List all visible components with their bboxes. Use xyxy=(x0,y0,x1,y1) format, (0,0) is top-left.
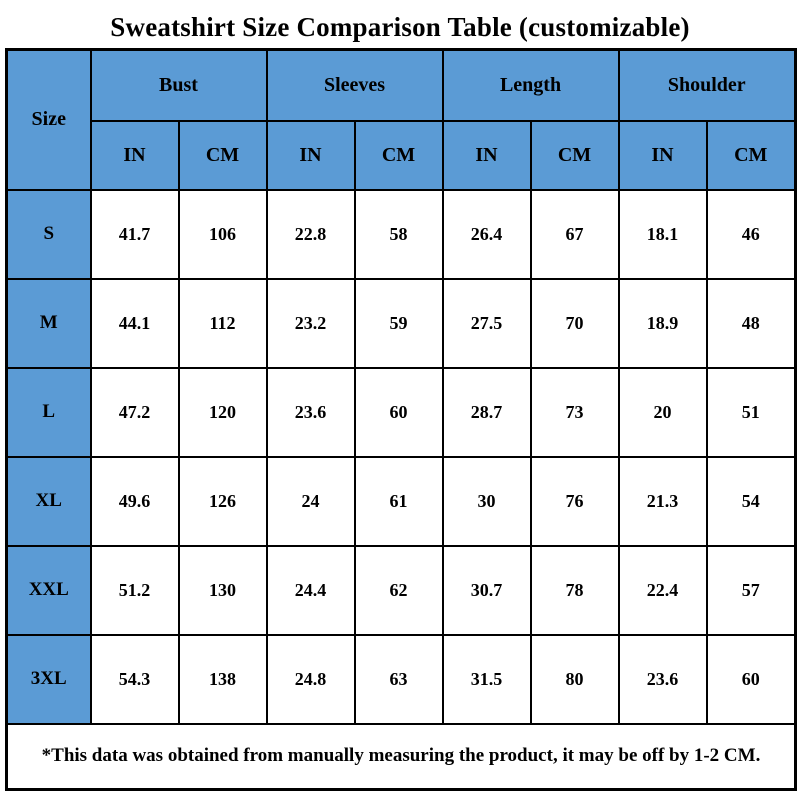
table-row-m: M 44.1 112 23.2 59 27.5 70 18.9 48 xyxy=(5,277,797,369)
unit-header-sleeves-cm: CM xyxy=(353,119,444,191)
cell-bust-in: 41.7 xyxy=(89,188,180,280)
size-comparison-table: Size Bust Sleeves Length Shoulder IN CM … xyxy=(5,48,797,791)
cell-bust-in: 51.2 xyxy=(89,544,180,636)
table-row-l: L 47.2 120 23.6 60 28.7 73 20 51 xyxy=(5,366,797,458)
footnote-row: *This data was obtained from manually me… xyxy=(5,722,797,791)
cell-length-cm: 78 xyxy=(529,544,620,636)
cell-sleeves-in: 24 xyxy=(265,455,356,547)
cell-bust-cm: 112 xyxy=(177,277,268,369)
cell-shoulder-in: 22.4 xyxy=(617,544,708,636)
page-title: Sweatshirt Size Comparison Table (custom… xyxy=(110,12,690,42)
cell-length-cm: 76 xyxy=(529,455,620,547)
size-label: L xyxy=(5,366,92,458)
cell-sleeves-cm: 61 xyxy=(353,455,444,547)
cell-sleeves-cm: 59 xyxy=(353,277,444,369)
table-row-3xl: 3XL 54.3 138 24.8 63 31.5 80 23.6 60 xyxy=(5,633,797,725)
column-group-sleeves: Sleeves xyxy=(265,48,444,122)
table-row-s: S 41.7 106 22.8 58 26.4 67 18.1 46 xyxy=(5,188,797,280)
cell-sleeves-cm: 62 xyxy=(353,544,444,636)
unit-header-bust-in: IN xyxy=(89,119,180,191)
cell-shoulder-in: 18.1 xyxy=(617,188,708,280)
column-group-length: Length xyxy=(441,48,620,122)
cell-length-cm: 70 xyxy=(529,277,620,369)
cell-bust-cm: 130 xyxy=(177,544,268,636)
cell-shoulder-in: 20 xyxy=(617,366,708,458)
cell-sleeves-cm: 58 xyxy=(353,188,444,280)
cell-shoulder-cm: 51 xyxy=(705,366,797,458)
size-label: 3XL xyxy=(5,633,92,725)
cell-length-cm: 80 xyxy=(529,633,620,725)
cell-length-in: 30 xyxy=(441,455,532,547)
cell-sleeves-in: 23.6 xyxy=(265,366,356,458)
size-label: XL xyxy=(5,455,92,547)
cell-bust-cm: 138 xyxy=(177,633,268,725)
cell-sleeves-cm: 63 xyxy=(353,633,444,725)
unit-header-shoulder-cm: CM xyxy=(705,119,797,191)
unit-header-sleeves-in: IN xyxy=(265,119,356,191)
cell-sleeves-in: 24.8 xyxy=(265,633,356,725)
cell-length-in: 31.5 xyxy=(441,633,532,725)
cell-length-cm: 73 xyxy=(529,366,620,458)
column-group-shoulder: Shoulder xyxy=(617,48,797,122)
cell-shoulder-in: 21.3 xyxy=(617,455,708,547)
cell-length-in: 28.7 xyxy=(441,366,532,458)
size-label: XXL xyxy=(5,544,92,636)
header-group-row: Size Bust Sleeves Length Shoulder xyxy=(5,48,797,191)
cell-sleeves-in: 24.4 xyxy=(265,544,356,636)
cell-bust-in: 49.6 xyxy=(89,455,180,547)
column-group-bust: Bust xyxy=(89,48,268,122)
cell-sleeves-in: 22.8 xyxy=(265,188,356,280)
cell-bust-cm: 126 xyxy=(177,455,268,547)
cell-shoulder-cm: 57 xyxy=(705,544,797,636)
unit-header-length-cm: CM xyxy=(529,119,620,191)
size-label: M xyxy=(5,277,92,369)
cell-shoulder-cm: 60 xyxy=(705,633,797,725)
table-row-xl: XL 49.6 126 24 61 30 76 21.3 54 xyxy=(5,455,797,547)
cell-shoulder-in: 18.9 xyxy=(617,277,708,369)
cell-bust-cm: 106 xyxy=(177,188,268,280)
cell-shoulder-cm: 46 xyxy=(705,188,797,280)
cell-length-in: 30.7 xyxy=(441,544,532,636)
size-label: S xyxy=(5,188,92,280)
cell-shoulder-cm: 48 xyxy=(705,277,797,369)
column-header-size: Size xyxy=(5,48,92,191)
unit-header-shoulder-in: IN xyxy=(617,119,708,191)
cell-bust-in: 54.3 xyxy=(89,633,180,725)
cell-bust-in: 47.2 xyxy=(89,366,180,458)
cell-length-in: 26.4 xyxy=(441,188,532,280)
cell-bust-in: 44.1 xyxy=(89,277,180,369)
cell-shoulder-cm: 54 xyxy=(705,455,797,547)
cell-bust-cm: 120 xyxy=(177,366,268,458)
header-unit-row: IN CM IN CM IN CM IN CM xyxy=(7,119,797,191)
cell-sleeves-cm: 60 xyxy=(353,366,444,458)
cell-sleeves-in: 23.2 xyxy=(265,277,356,369)
table-row-xxl: XXL 51.2 130 24.4 62 30.7 78 22.4 57 xyxy=(5,544,797,636)
cell-length-cm: 67 xyxy=(529,188,620,280)
cell-shoulder-in: 23.6 xyxy=(617,633,708,725)
unit-header-length-in: IN xyxy=(441,119,532,191)
cell-length-in: 27.5 xyxy=(441,277,532,369)
unit-header-bust-cm: CM xyxy=(177,119,268,191)
footnote-text: *This data was obtained from manually me… xyxy=(5,722,797,791)
